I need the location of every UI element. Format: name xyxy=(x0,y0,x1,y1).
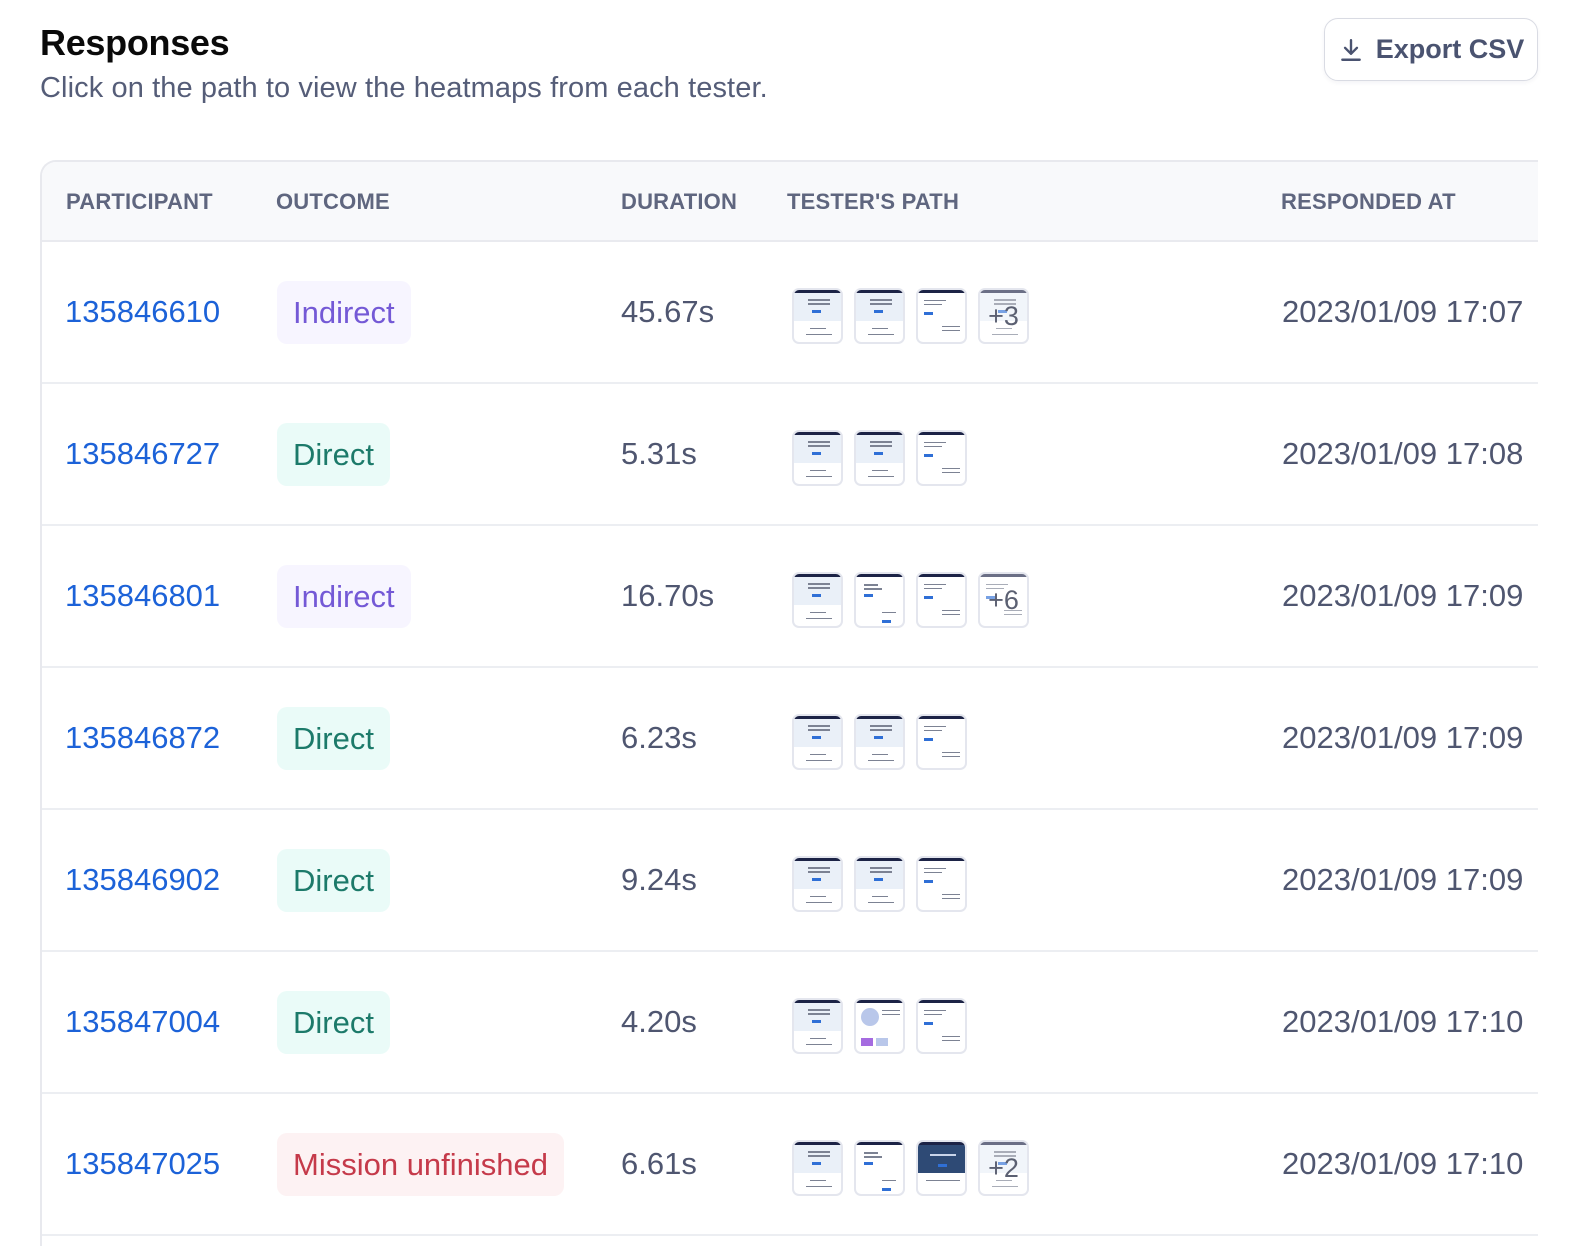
table-header: PARTICIPANT OUTCOME DURATION TESTER'S PA… xyxy=(42,162,1538,242)
path-screenshot-thumbnail[interactable]: +3 xyxy=(978,288,1029,344)
path-screenshot-thumbnail[interactable] xyxy=(916,1140,967,1196)
column-header-outcome: OUTCOME xyxy=(276,189,390,214)
table-row[interactable]: 135846872 Direct 6.23s 2023/01/09 17:09 xyxy=(42,668,1538,810)
path-screenshot-thumbnail[interactable] xyxy=(854,714,905,770)
path-screenshot-thumbnail[interactable] xyxy=(792,430,843,486)
table-row[interactable]: 135846610 Indirect 45.67s +3 2023/01/09 … xyxy=(42,242,1538,384)
path-screenshot-thumbnail[interactable] xyxy=(792,998,843,1054)
path-screenshot-thumbnail[interactable] xyxy=(792,714,843,770)
export-csv-button[interactable]: Export CSV xyxy=(1324,18,1538,81)
participant-id-link[interactable]: 135846872 xyxy=(65,720,221,755)
testers-path-thumbnails[interactable] xyxy=(792,714,967,770)
testers-path-thumbnails[interactable]: +3 xyxy=(792,288,1029,344)
more-steps-count: +6 xyxy=(980,574,1027,626)
path-screenshot-thumbnail[interactable] xyxy=(916,288,967,344)
table-row[interactable]: 135846902 Direct 9.24s 2023/01/09 17:09 xyxy=(42,810,1538,952)
outcome-badge: Mission unfinished xyxy=(277,1133,565,1196)
outcome-badge: Direct xyxy=(277,423,390,486)
page-subtitle: Click on the path to view the heatmaps f… xyxy=(40,72,768,104)
download-icon xyxy=(1340,38,1361,61)
responses-table: PARTICIPANT OUTCOME DURATION TESTER'S PA… xyxy=(40,160,1538,1246)
path-screenshot-thumbnail[interactable] xyxy=(916,856,967,912)
path-screenshot-thumbnail[interactable] xyxy=(854,998,905,1054)
responded-at-value: 2023/01/09 17:08 xyxy=(1282,436,1524,471)
table-row[interactable]: 135847025 Mission unfinished 6.61s +2 20… xyxy=(42,1094,1538,1236)
duration-value: 4.20s xyxy=(621,1004,697,1039)
path-screenshot-thumbnail[interactable] xyxy=(854,856,905,912)
column-header-responded-at: RESPONDED AT xyxy=(1281,189,1456,214)
duration-value: 5.31s xyxy=(621,436,697,471)
outcome-badge: Direct xyxy=(277,991,390,1054)
duration-value: 9.24s xyxy=(621,862,697,897)
path-screenshot-thumbnail[interactable] xyxy=(854,288,905,344)
duration-value: 16.70s xyxy=(621,578,715,613)
duration-value: 6.61s xyxy=(621,1146,697,1181)
table-row[interactable]: 135846727 Direct 5.31s 2023/01/09 17:08 xyxy=(42,384,1538,526)
column-header-duration: DURATION xyxy=(621,189,738,214)
table-body: 135846610 Indirect 45.67s +3 2023/01/09 … xyxy=(42,242,1538,1236)
testers-path-thumbnails[interactable]: +2 xyxy=(792,1140,1029,1196)
testers-path-thumbnails[interactable] xyxy=(792,856,967,912)
path-screenshot-thumbnail[interactable] xyxy=(916,572,967,628)
path-screenshot-thumbnail[interactable] xyxy=(916,430,967,486)
path-screenshot-thumbnail[interactable] xyxy=(916,998,967,1054)
outcome-badge: Direct xyxy=(277,707,390,770)
more-steps-count: +2 xyxy=(980,1142,1027,1194)
responded-at-value: 2023/01/09 17:10 xyxy=(1282,1004,1524,1039)
path-screenshot-thumbnail[interactable] xyxy=(792,572,843,628)
participant-id-link[interactable]: 135846610 xyxy=(65,294,221,329)
responded-at-value: 2023/01/09 17:09 xyxy=(1282,862,1524,897)
path-screenshot-thumbnail[interactable]: +2 xyxy=(978,1140,1029,1196)
table-row[interactable]: 135846801 Indirect 16.70s +6 2023/01/09 … xyxy=(42,526,1538,668)
path-screenshot-thumbnail[interactable]: +6 xyxy=(978,572,1029,628)
outcome-badge: Indirect xyxy=(277,565,411,628)
participant-id-link[interactable]: 135847025 xyxy=(65,1146,221,1181)
export-csv-label: Export CSV xyxy=(1375,34,1525,64)
outcome-badge: Direct xyxy=(277,849,390,912)
page-title: Responses xyxy=(40,22,230,63)
responded-at-value: 2023/01/09 17:09 xyxy=(1282,578,1524,613)
path-screenshot-thumbnail[interactable] xyxy=(792,856,843,912)
participant-id-link[interactable]: 135846727 xyxy=(65,436,221,471)
path-screenshot-thumbnail[interactable] xyxy=(854,430,905,486)
responded-at-value: 2023/01/09 17:10 xyxy=(1282,1146,1524,1181)
duration-value: 45.67s xyxy=(621,294,715,329)
path-screenshot-thumbnail[interactable] xyxy=(854,572,905,628)
path-screenshot-thumbnail[interactable] xyxy=(854,1140,905,1196)
participant-id-link[interactable]: 135846801 xyxy=(65,578,221,613)
path-screenshot-thumbnail[interactable] xyxy=(792,288,843,344)
more-steps-count: +3 xyxy=(980,290,1027,342)
responded-at-value: 2023/01/09 17:07 xyxy=(1282,294,1524,329)
responded-at-value: 2023/01/09 17:09 xyxy=(1282,720,1524,755)
participant-id-link[interactable]: 135846902 xyxy=(65,862,221,897)
outcome-badge: Indirect xyxy=(277,281,411,344)
path-screenshot-thumbnail[interactable] xyxy=(916,714,967,770)
table-row[interactable]: 135847004 Direct 4.20s 2023/01/09 17:10 xyxy=(42,952,1538,1094)
participant-id-link[interactable]: 135847004 xyxy=(65,1004,221,1039)
duration-value: 6.23s xyxy=(621,720,697,755)
column-header-testers-path: TESTER'S PATH xyxy=(787,189,960,214)
testers-path-thumbnails[interactable] xyxy=(792,998,967,1054)
path-screenshot-thumbnail[interactable] xyxy=(792,1140,843,1196)
testers-path-thumbnails[interactable] xyxy=(792,430,967,486)
testers-path-thumbnails[interactable]: +6 xyxy=(792,572,1029,628)
column-header-participant: PARTICIPANT xyxy=(66,189,213,214)
